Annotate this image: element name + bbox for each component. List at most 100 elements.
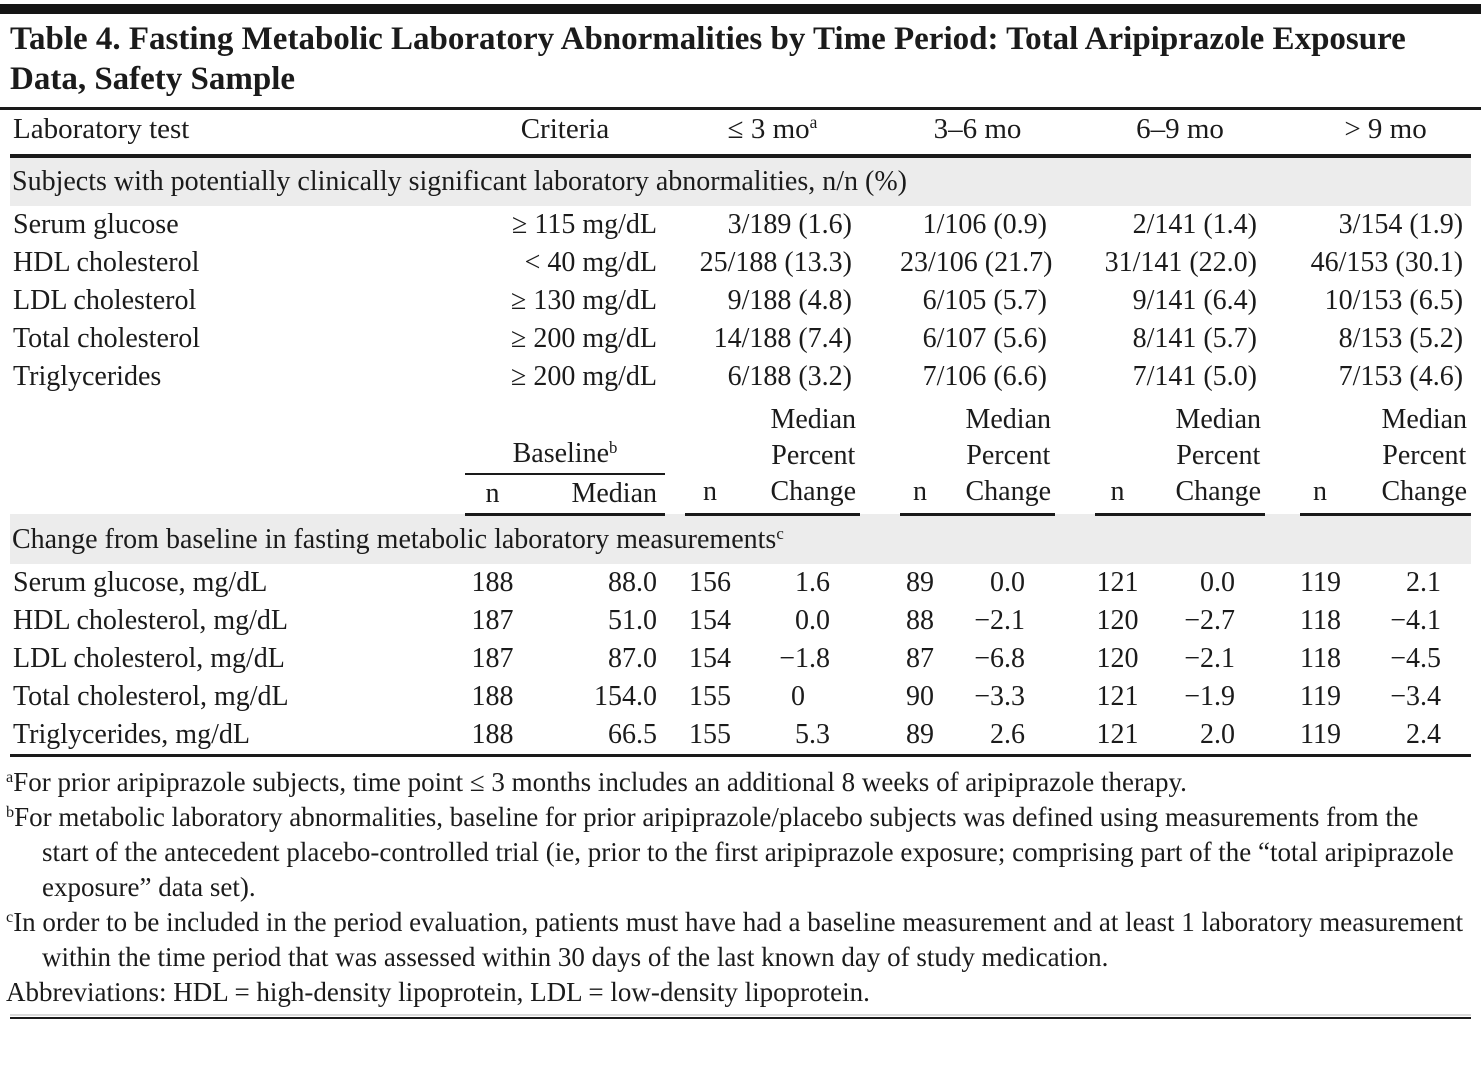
change-cell: 2.1 (1406, 567, 1442, 598)
value-cell: 3/154 (1.9) (1338, 209, 1464, 240)
criteria-cell: ≥ 200 mg/dL (510, 323, 658, 354)
n-cell: 90 (906, 681, 935, 712)
table-row: HDL cholesterol < 40 mg/dL 25/188 (13.3) 23… (10, 244, 1471, 282)
n-cell: 89 (906, 719, 935, 750)
bottom-rule (10, 1017, 1471, 1019)
empty-cell (10, 396, 465, 514)
spacer (1265, 206, 1300, 244)
change-cell: −1.9 (1184, 681, 1236, 712)
change-cell: −3.4 (1390, 681, 1442, 712)
spacer (860, 282, 900, 320)
spacer (860, 640, 900, 678)
value-cell: 6/107 (5.6) (922, 323, 1048, 354)
spacer (1055, 396, 1095, 514)
empty-cell (465, 396, 665, 434)
spacer (1265, 716, 1300, 756)
spacer (665, 396, 685, 514)
change-cell: −2.7 (1184, 605, 1236, 636)
lab-test-cell: HDL cholesterol (13, 247, 200, 278)
baseline-change-header: n Median Percent Change n Median Percent Cha… (10, 396, 1472, 516)
top-rule (0, 4, 1481, 14)
n-cell: 89 (906, 567, 935, 598)
spacer (665, 640, 685, 678)
median-percent-change-header-period-2: Median Percent Change (940, 396, 1056, 516)
criteria-cell: < 40 mg/dL (524, 247, 658, 278)
value-cell: 6/188 (3.2) (727, 361, 853, 392)
value-cell: 23/106 (21.7) (900, 247, 1053, 278)
change-cell: −4.5 (1390, 643, 1442, 674)
spacer (1055, 358, 1095, 396)
value-cell: 8/153 (5.2) (1338, 323, 1464, 354)
spacer (1265, 282, 1300, 320)
spacer (1055, 640, 1095, 678)
n-cell: 154 (689, 643, 732, 674)
spacer (1265, 358, 1300, 396)
baseline-median-cell: 51.0 (608, 605, 658, 636)
n-header-period-4: n (1300, 396, 1341, 516)
spacer (665, 244, 685, 282)
change-cell: −2.1 (974, 605, 1026, 636)
spacer (1055, 320, 1095, 358)
section-1-heading: Subjects with potentially clinically sig… (10, 156, 1472, 206)
col-header-period-4: > 9 mo (1300, 110, 1472, 158)
spacer (665, 602, 685, 640)
n-header-period-3: n (1095, 396, 1141, 516)
value-cell: 25/188 (13.3) (699, 247, 853, 278)
change-cell: 1.6 (795, 567, 831, 598)
n-header-period-1: n (685, 396, 736, 516)
spacer (1055, 206, 1095, 244)
spacer (860, 206, 900, 244)
n-header-period-2: n (900, 396, 941, 516)
change-cell: −6.8 (974, 643, 1026, 674)
spacer (860, 244, 900, 282)
lab-test-cell: LDL cholesterol, mg/dL (13, 643, 285, 674)
criteria-cell: ≥ 200 mg/dL (510, 361, 658, 392)
spacer (1265, 678, 1300, 716)
value-cell: 7/106 (6.6) (922, 361, 1048, 392)
lab-test-cell: LDL cholesterol (13, 285, 197, 316)
n-cell: 120 (1096, 643, 1139, 674)
col-header-criteria: Criteria (465, 110, 666, 158)
change-cell: 0 (791, 681, 806, 712)
n-cell: 155 (689, 719, 732, 750)
footnote-c: cIn order to be included in the period e… (6, 907, 1464, 972)
lab-test-cell: Serum glucose (13, 209, 179, 240)
n-cell: 87 (906, 643, 935, 674)
section-1-rows: Serum glucose ≥ 115 mg/dL 3/189 (1.6) 1/106… (10, 206, 1471, 396)
spacer (1265, 320, 1300, 358)
table-row: LDL cholesterol, mg/dL 187 87.0 154 −1.8 87 −6… (10, 640, 1471, 678)
footnotes-block: aFor prior aripiprazole subjects, time p… (6, 765, 1471, 1010)
data-table: Laboratory test Criteria ≤ 3 moa 3–6 mo … (10, 110, 1472, 757)
value-cell: 3/189 (1.6) (727, 209, 853, 240)
change-cell: −3.3 (974, 681, 1026, 712)
section-2-heading: Change from baseline in fasting metaboli… (10, 514, 1472, 564)
baseline-median-cell: 66.5 (608, 719, 658, 750)
table-row: Serum glucose ≥ 115 mg/dL 3/189 (1.6) 1/106… (10, 206, 1471, 244)
spacer (1265, 244, 1300, 282)
spacer (860, 320, 900, 358)
lab-test-cell: Triglycerides, mg/dL (13, 719, 250, 750)
n-cell: 155 (689, 681, 732, 712)
baseline-n-cell: 187 (471, 605, 514, 636)
period-1-label: ≤ 3 mo (727, 113, 810, 145)
spacer (665, 110, 686, 158)
n-cell: 88 (906, 605, 935, 636)
col-header-period-2: 3–6 mo (900, 110, 1056, 158)
table-row: Serum glucose, mg/dL 188 88.0 156 1.6 89 0.0 12… (10, 564, 1471, 602)
spacer (1055, 716, 1095, 756)
spacer (1055, 564, 1095, 602)
value-cell: 31/141 (22.0) (1104, 247, 1258, 278)
col-header-period-1: ≤ 3 moa (685, 110, 861, 158)
baseline-n-cell: 188 (471, 567, 514, 598)
value-cell: 8/141 (5.7) (1132, 323, 1258, 354)
median-percent-change-header-period-4: Median Percent Change (1340, 396, 1472, 516)
spacer (665, 320, 685, 358)
value-cell: 9/188 (4.8) (727, 285, 853, 316)
spacer (665, 716, 685, 756)
abbreviations-line: Abbreviations: HDL = high-density lipopr… (6, 977, 870, 1007)
spacer (1265, 110, 1301, 158)
value-cell: 1/106 (0.9) (922, 209, 1048, 240)
value-cell: 14/188 (7.4) (713, 323, 853, 354)
change-cell: 0.0 (990, 567, 1026, 598)
baseline-median-cell: 154.0 (594, 681, 658, 712)
